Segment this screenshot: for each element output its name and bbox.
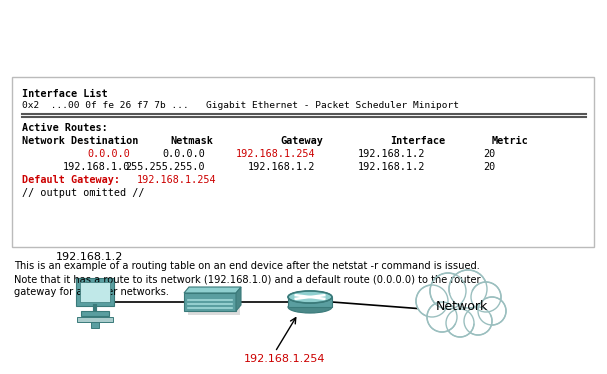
Text: Network Destination: Network Destination	[22, 136, 138, 146]
Text: Interface List: Interface List	[22, 89, 108, 99]
Text: 192.168.1.2: 192.168.1.2	[358, 162, 425, 172]
Text: Active Routes:: Active Routes:	[22, 123, 108, 133]
Ellipse shape	[288, 301, 332, 313]
Polygon shape	[432, 291, 494, 325]
Polygon shape	[188, 297, 240, 315]
Circle shape	[464, 307, 492, 335]
Text: gateway for all other networks.: gateway for all other networks.	[14, 287, 169, 297]
Text: 20: 20	[483, 162, 495, 172]
Circle shape	[478, 297, 506, 325]
Circle shape	[449, 270, 487, 308]
Text: This is an example of a routing table on an end device after the netstat -r comm: This is an example of a routing table on…	[14, 261, 480, 271]
Text: Default Gateway:: Default Gateway:	[22, 175, 120, 185]
Text: 192.168.1.2: 192.168.1.2	[358, 149, 425, 159]
Text: Network: Network	[436, 300, 488, 313]
Bar	[184, 293, 236, 311]
Text: 192.168.1.2: 192.168.1.2	[248, 162, 315, 172]
Text: 255.255.255.0: 255.255.255.0	[126, 162, 205, 172]
Text: // output omitted //: // output omitted //	[22, 188, 144, 198]
Circle shape	[427, 302, 457, 332]
Text: Gateway: Gateway	[280, 136, 323, 146]
Text: 0.0.0.0: 0.0.0.0	[87, 149, 130, 159]
Text: 0.0.0.0: 0.0.0.0	[162, 149, 205, 159]
Circle shape	[446, 309, 474, 337]
Text: 192.168.1.2: 192.168.1.2	[56, 252, 124, 262]
Bar	[76, 278, 114, 306]
Bar	[77, 317, 113, 322]
Text: Note that it has a route to its network (192.168.1.0) and a default route (0.0.0: Note that it has a route to its network …	[14, 274, 481, 284]
Text: 192.168.1.254: 192.168.1.254	[236, 149, 315, 159]
Text: 20: 20	[483, 149, 495, 159]
Bar	[91, 322, 99, 328]
Circle shape	[430, 273, 466, 309]
Polygon shape	[236, 287, 241, 311]
Circle shape	[416, 285, 448, 317]
Ellipse shape	[288, 291, 332, 303]
Text: 192.168.1.254: 192.168.1.254	[244, 354, 326, 364]
Circle shape	[471, 282, 501, 312]
Text: 192.168.1.254: 192.168.1.254	[137, 175, 217, 185]
Text: Metric: Metric	[492, 136, 529, 146]
Text: Interface: Interface	[390, 136, 445, 146]
Text: 0x2  ...00 0f fe 26 f7 7b ...   Gigabit Ethernet - Packet Scheduler Miniport: 0x2 ...00 0f fe 26 f7 7b ... Gigabit Eth…	[22, 101, 459, 110]
Text: 192.168.1.0: 192.168.1.0	[63, 162, 130, 172]
Text: Netmask: Netmask	[170, 136, 213, 146]
Polygon shape	[184, 287, 241, 293]
FancyBboxPatch shape	[12, 77, 594, 247]
Polygon shape	[288, 297, 332, 307]
Bar	[81, 311, 109, 316]
Bar	[80, 282, 110, 302]
